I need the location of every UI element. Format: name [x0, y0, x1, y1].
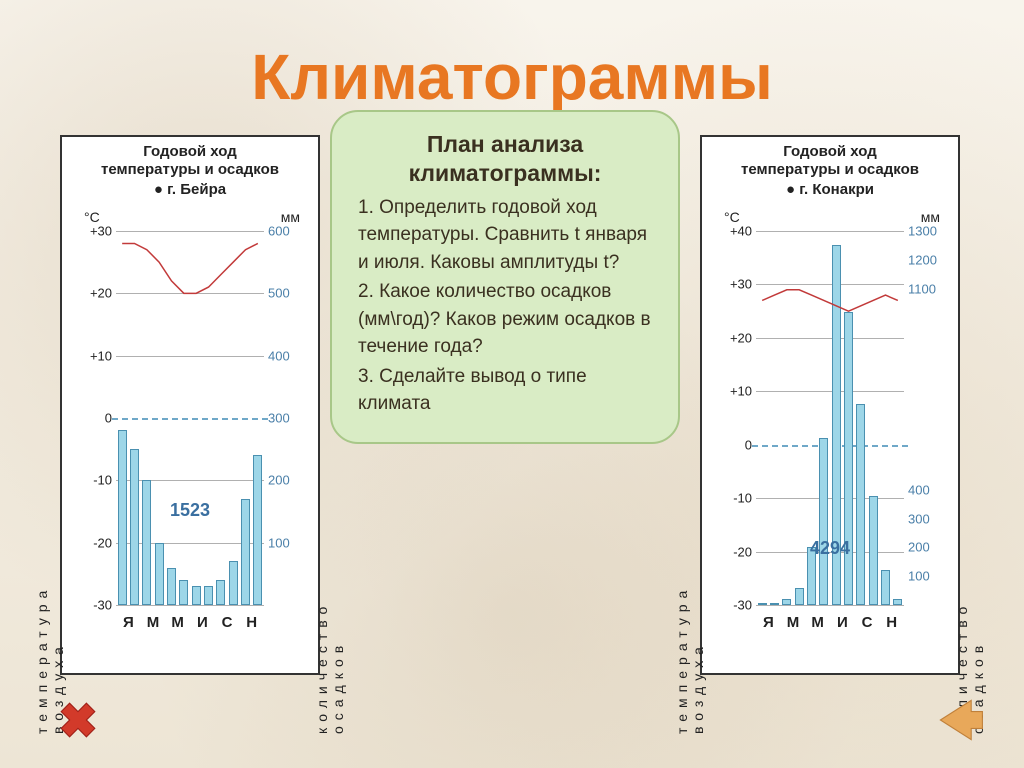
x-tick: С: [215, 614, 240, 631]
x-tick: М: [781, 614, 806, 631]
temp-tick: -30: [716, 598, 752, 613]
x-axis-ticks: Я М М И С Н: [116, 614, 264, 631]
temp-tick: +20: [76, 286, 112, 301]
analysis-item: Определить годовой ход температуры. Срав…: [358, 194, 656, 277]
chart-header-line: Годовой ход: [783, 143, 876, 160]
precip-tick: 1100: [908, 281, 942, 296]
precip-axis-label: количество осадков: [314, 524, 346, 734]
annual-total: 4294: [810, 538, 850, 559]
x-axis-ticks: Я М М И С Н: [756, 614, 904, 631]
plot-area: +30+20+100-10-20-30600500400300200100152…: [116, 231, 264, 605]
chart-city: г. Бейра: [66, 181, 314, 199]
chart-body: температура воздуха количество осадков °…: [72, 209, 308, 629]
temp-axis-label: температура воздуха: [674, 524, 706, 734]
chart-header: Годовой ход температуры и осадков г. Бей…: [62, 137, 318, 201]
analysis-panel: План анализа климатограммы: Определить г…: [330, 110, 680, 444]
precip-tick: 500: [268, 286, 302, 301]
temp-tick: -10: [716, 491, 752, 506]
climatogram-beira: Годовой ход температуры и осадков г. Бей…: [60, 135, 320, 675]
precip-tick: 1200: [908, 252, 942, 267]
x-tick: Я: [116, 614, 141, 631]
x-tick: Н: [879, 614, 904, 631]
precip-tick: 200: [908, 540, 942, 555]
temp-tick: +10: [76, 348, 112, 363]
precip-tick: 600: [268, 224, 302, 239]
chart-header-line: Годовой ход: [143, 143, 236, 160]
precip-tick: 1300: [908, 224, 942, 239]
temp-tick: +30: [716, 277, 752, 292]
precip-tick: 400: [908, 482, 942, 497]
x-tick: С: [855, 614, 880, 631]
chart-header: Годовой ход температуры и осадков г. Кон…: [702, 137, 958, 201]
temp-tick: +20: [716, 330, 752, 345]
temp-tick: 0: [716, 437, 752, 452]
temp-tick: +40: [716, 224, 752, 239]
precip-tick: 200: [268, 473, 302, 488]
chart-body: температура воздуха количество осадков °…: [712, 209, 948, 629]
precip-tick: 100: [268, 535, 302, 550]
temp-tick: -30: [76, 598, 112, 613]
x-tick: И: [190, 614, 215, 631]
analysis-list: Определить годовой ход температуры. Срав…: [354, 194, 656, 418]
main-title: Климатограммы: [0, 40, 1024, 114]
x-tick: Я: [756, 614, 781, 631]
chart-header-line: температуры и осадков: [741, 161, 919, 178]
chart-header-line: температуры и осадков: [101, 161, 279, 178]
plot-area: +40+30+20+100-10-20-30130012001100400300…: [756, 231, 904, 605]
precip-tick: 300: [268, 411, 302, 426]
temp-tick: -20: [716, 544, 752, 559]
x-tick: М: [141, 614, 166, 631]
back-arrow-icon[interactable]: [932, 692, 988, 748]
chart-city: г. Конакри: [706, 181, 954, 199]
analysis-item: Сделайте вывод о типе климата: [358, 363, 656, 418]
temp-tick: -10: [76, 473, 112, 488]
close-icon[interactable]: [50, 692, 106, 748]
x-tick: И: [830, 614, 855, 631]
temp-tick: +10: [716, 384, 752, 399]
precip-tick: 300: [908, 511, 942, 526]
x-tick: М: [805, 614, 830, 631]
climatogram-conakry: Годовой ход температуры и осадков г. Кон…: [700, 135, 960, 675]
temp-tick: +30: [76, 224, 112, 239]
analysis-item: Какое количество осадков (мм\год)? Каков…: [358, 278, 656, 361]
temp-tick: -20: [76, 535, 112, 550]
temp-tick: 0: [76, 411, 112, 426]
precip-tick: 400: [268, 348, 302, 363]
annual-total: 1523: [170, 500, 210, 521]
x-tick: Н: [239, 614, 264, 631]
precip-tick: 100: [908, 569, 942, 584]
analysis-heading: План анализа климатограммы:: [354, 130, 656, 188]
x-tick: М: [165, 614, 190, 631]
